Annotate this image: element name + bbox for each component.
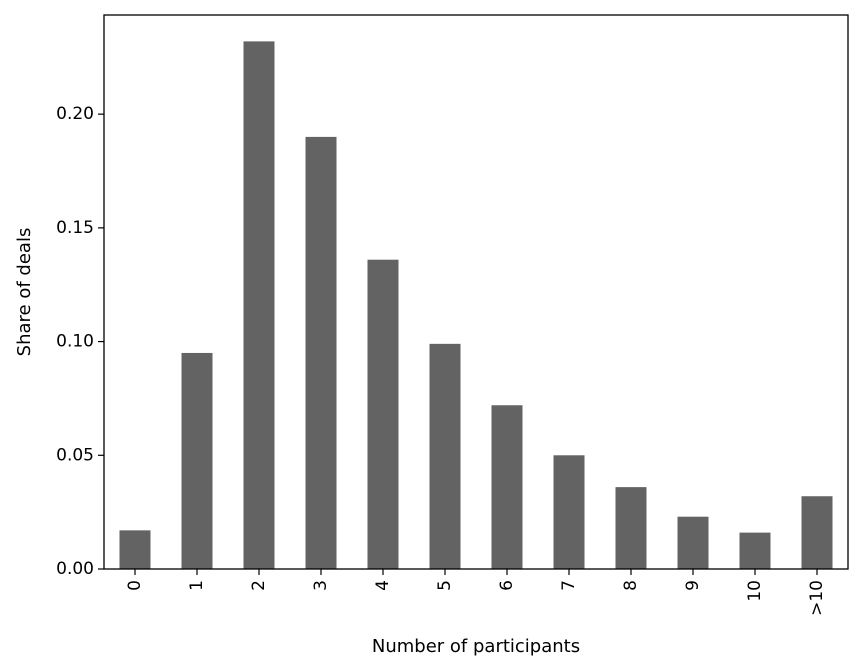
x-tick-label: 5 — [435, 580, 455, 591]
bar-4 — [367, 259, 399, 569]
bar-6 — [491, 405, 523, 569]
x-axis: 0 1 2 3 4 5 6 7 8 9 10 >10 — [125, 569, 827, 616]
x-tick-label: 2 — [249, 580, 269, 591]
y-tick-label: 0.20 — [56, 104, 94, 124]
plot-frame — [103, 14, 849, 570]
x-tick-label: 1 — [187, 580, 207, 591]
y-tick-label: 0.05 — [56, 445, 94, 465]
x-tick-label: 8 — [621, 580, 641, 591]
bar-10 — [739, 532, 771, 569]
bar-8 — [615, 487, 647, 569]
bar-1 — [181, 352, 213, 569]
y-axis: 0.00 0.05 0.10 0.15 0.20 — [56, 104, 104, 579]
x-tick-label: 0 — [125, 580, 145, 591]
x-tick-label: 7 — [559, 580, 579, 591]
bar->10 — [801, 496, 833, 569]
bar-9 — [677, 516, 709, 569]
x-axis-label: Number of participants — [372, 636, 580, 657]
bar-2 — [243, 41, 275, 569]
x-tick-label: 3 — [311, 580, 331, 591]
y-tick-label: 0.15 — [56, 218, 94, 238]
y-tick-label: 0.00 — [56, 559, 94, 579]
bar-3 — [305, 136, 337, 569]
x-tick-label: 9 — [683, 580, 703, 591]
bars-layer — [119, 41, 833, 569]
x-tick-label: 6 — [497, 580, 517, 591]
bar-5 — [429, 343, 461, 569]
x-tick-label: 4 — [373, 580, 393, 591]
x-tick-label: 10 — [745, 580, 765, 602]
y-axis-label: Share of deals — [14, 228, 35, 357]
bar-0 — [119, 530, 151, 569]
y-tick-label: 0.10 — [56, 332, 94, 352]
bar-7 — [553, 455, 585, 569]
x-tick-label: >10 — [807, 580, 827, 616]
